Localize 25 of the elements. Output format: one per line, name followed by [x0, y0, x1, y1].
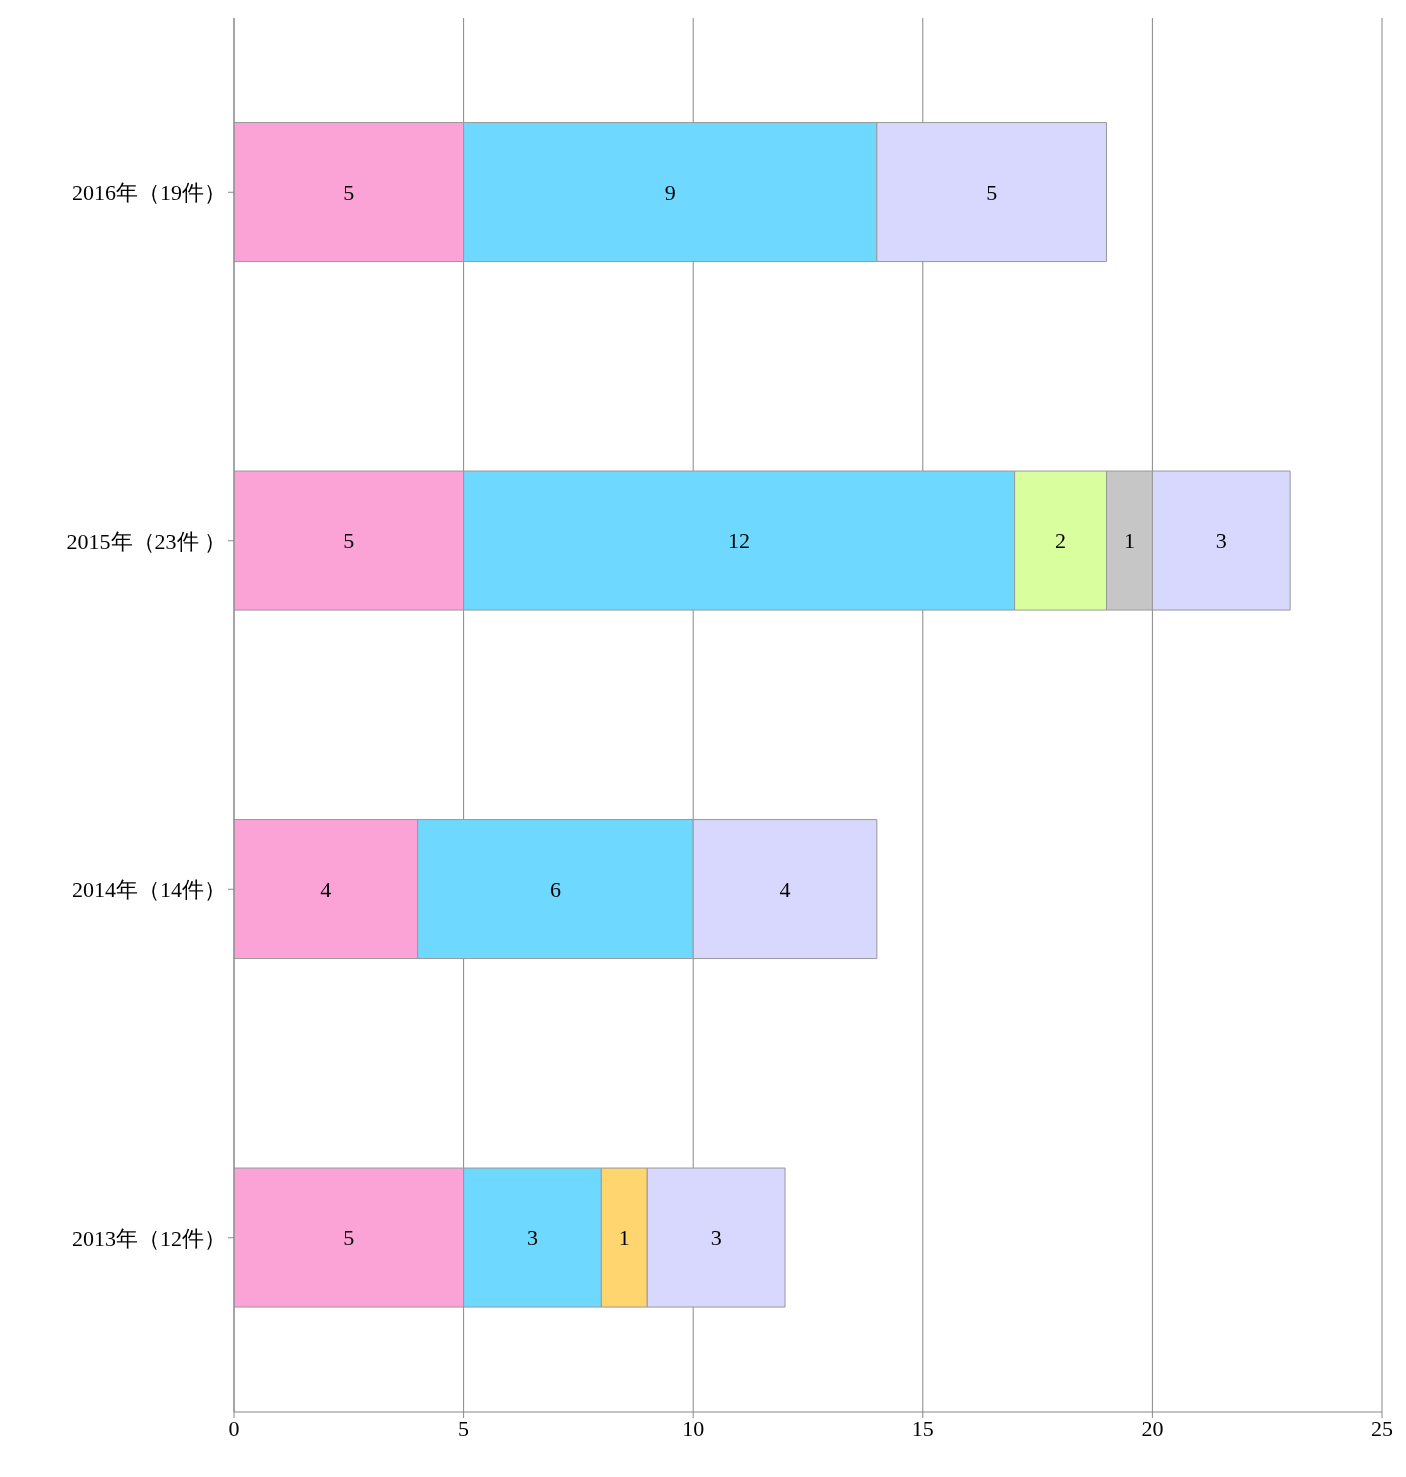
data-label: 5 [343, 179, 355, 205]
y-tick-label: 2014年（14件） [72, 877, 226, 903]
data-label: 12 [728, 528, 751, 554]
data-label: 3 [710, 1225, 722, 1251]
x-tick-label: 10 [682, 1415, 705, 1441]
x-tick-label: 5 [458, 1415, 470, 1441]
data-label: 5 [343, 528, 355, 554]
y-tick-label: 2013年（12件） [72, 1225, 226, 1251]
data-label: 3 [1215, 528, 1227, 554]
y-tick-label: 2016年（19件） [72, 180, 226, 206]
data-label: 4 [320, 876, 332, 902]
data-label: 2 [1055, 528, 1067, 554]
data-label: 6 [549, 876, 561, 902]
data-label: 1 [618, 1225, 630, 1251]
x-tick-label: 20 [1141, 1415, 1164, 1441]
x-tick-label: 15 [911, 1415, 934, 1441]
x-tick-label: 25 [1371, 1415, 1393, 1441]
data-label: 9 [664, 179, 676, 205]
data-label: 5 [343, 1225, 355, 1251]
data-label: 1 [1123, 528, 1135, 554]
data-label: 3 [526, 1225, 538, 1251]
y-tick-label: 2015年（23件 ） [66, 528, 226, 554]
x-tick-label: 0 [228, 1415, 240, 1441]
data-label: 5 [986, 179, 998, 205]
data-label: 4 [779, 876, 791, 902]
